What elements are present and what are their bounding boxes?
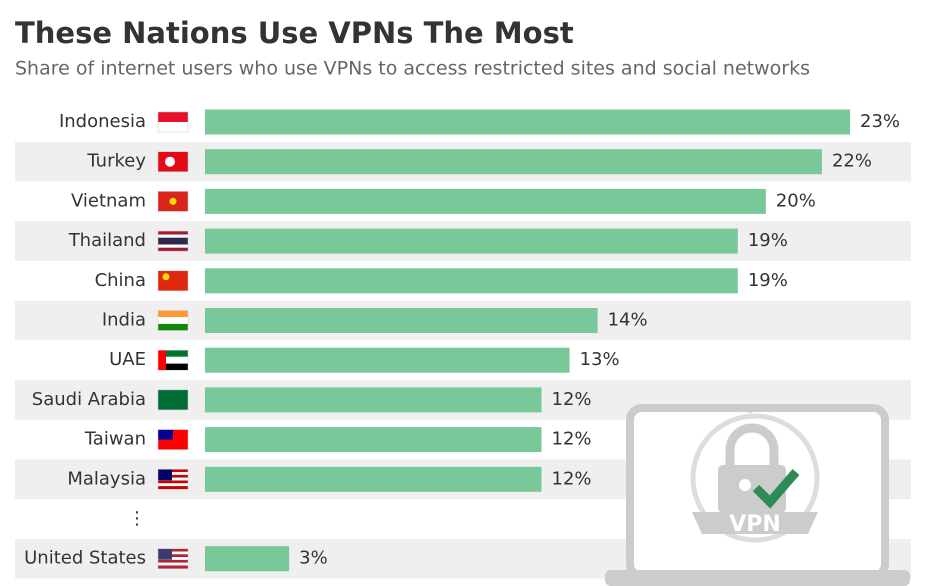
flag-border xyxy=(157,349,189,371)
bar xyxy=(205,109,850,135)
flag-stripe xyxy=(158,474,188,478)
flag-stripe xyxy=(158,559,188,563)
value-label: 3% xyxy=(299,548,328,569)
category-label: Malaysia xyxy=(67,468,146,489)
flag-border xyxy=(157,151,189,172)
flag-emblem xyxy=(162,273,170,281)
flag-stripe xyxy=(158,483,188,487)
flag-stripe xyxy=(158,112,188,122)
bar xyxy=(205,427,542,453)
flag-emblem xyxy=(158,350,166,371)
chart-title: These Nations Use VPNs The Most xyxy=(15,16,574,50)
category-label: China xyxy=(95,270,146,291)
flag-stripe xyxy=(158,480,188,484)
flag-stripe xyxy=(158,270,188,291)
value-label: 12% xyxy=(552,389,592,410)
flag-stripe xyxy=(158,548,188,552)
badge-ring xyxy=(690,413,820,543)
flag-stripe xyxy=(158,237,188,245)
bar xyxy=(205,308,598,333)
flag-stripe xyxy=(158,310,188,318)
flag-border xyxy=(157,310,189,331)
flag-border xyxy=(157,469,189,490)
flag-stripe xyxy=(158,557,188,560)
category-label: UAE xyxy=(109,349,146,370)
bars: Indonesia 23% Turkey 22% Vietnam 20% Thailand 1… xyxy=(24,109,900,572)
check xyxy=(752,469,800,509)
category-label: Turkey xyxy=(86,151,146,172)
flag-stripe xyxy=(158,350,188,357)
flag-stripe xyxy=(158,389,188,410)
value-label: 19% xyxy=(748,270,788,291)
lock-shackle xyxy=(725,423,779,468)
category-label: Saudi Arabia xyxy=(32,389,146,410)
flag-emblem xyxy=(158,469,172,481)
value-label: 12% xyxy=(552,429,592,450)
flag-emblem xyxy=(158,429,173,440)
category-label: Vietnam xyxy=(71,190,146,211)
bar xyxy=(205,268,738,294)
category-label: Thailand xyxy=(68,230,146,251)
flag-stripe xyxy=(158,477,188,481)
flag-stripe xyxy=(158,247,188,252)
value-label: 23% xyxy=(860,111,900,132)
flag-stripe xyxy=(158,562,188,566)
flag-stripe xyxy=(158,323,188,331)
category-label: Taiwan xyxy=(84,429,146,450)
value-label: 19% xyxy=(748,230,788,251)
flag-border xyxy=(157,111,189,133)
bar xyxy=(205,466,542,492)
flag-emblem xyxy=(165,156,175,167)
vpn-label: VPN xyxy=(729,512,781,537)
value-label: 12% xyxy=(552,468,592,489)
flag-stripe xyxy=(158,363,188,371)
bar xyxy=(205,347,570,373)
laptop-base xyxy=(605,570,910,586)
flag-border xyxy=(157,270,189,292)
flag-border xyxy=(157,230,189,252)
flag-stripe xyxy=(158,244,188,248)
value-label: 22% xyxy=(832,151,872,172)
value-label: 14% xyxy=(608,310,648,331)
flag-stripe xyxy=(158,231,188,235)
chart-subtitle: Share of internet users who use VPNs to … xyxy=(15,58,810,80)
bar xyxy=(205,546,290,572)
flag-border xyxy=(157,548,189,569)
flag-emblem xyxy=(158,548,172,560)
flag-stripe xyxy=(158,486,188,490)
flag-stripe xyxy=(158,122,188,132)
value-label: 13% xyxy=(580,349,620,370)
flag-stripe xyxy=(158,551,188,555)
value-label: 20% xyxy=(776,190,816,211)
flag-emblem xyxy=(169,197,177,205)
flag-border xyxy=(157,191,189,212)
flag-border xyxy=(157,429,189,450)
bar xyxy=(205,387,542,413)
flag-stripe xyxy=(158,469,188,473)
flag-stripe xyxy=(158,234,188,238)
flag-border xyxy=(157,389,189,411)
category-label: ⋮ xyxy=(128,508,146,529)
category-label: United States xyxy=(24,548,146,569)
camera xyxy=(747,407,753,413)
bar xyxy=(205,149,822,175)
category-label: India xyxy=(102,310,146,331)
bar xyxy=(205,188,766,214)
flag-stripe xyxy=(158,565,188,569)
flag-stripe xyxy=(158,472,188,475)
flag-stripe xyxy=(158,317,188,324)
vpn-illustration: VPN xyxy=(605,404,910,586)
bar xyxy=(205,228,738,254)
flag-stripe xyxy=(158,554,188,558)
ribbon xyxy=(692,512,818,534)
keyhole xyxy=(739,479,751,491)
flag-stripe xyxy=(158,356,188,364)
category-label: Indonesia xyxy=(59,111,146,132)
